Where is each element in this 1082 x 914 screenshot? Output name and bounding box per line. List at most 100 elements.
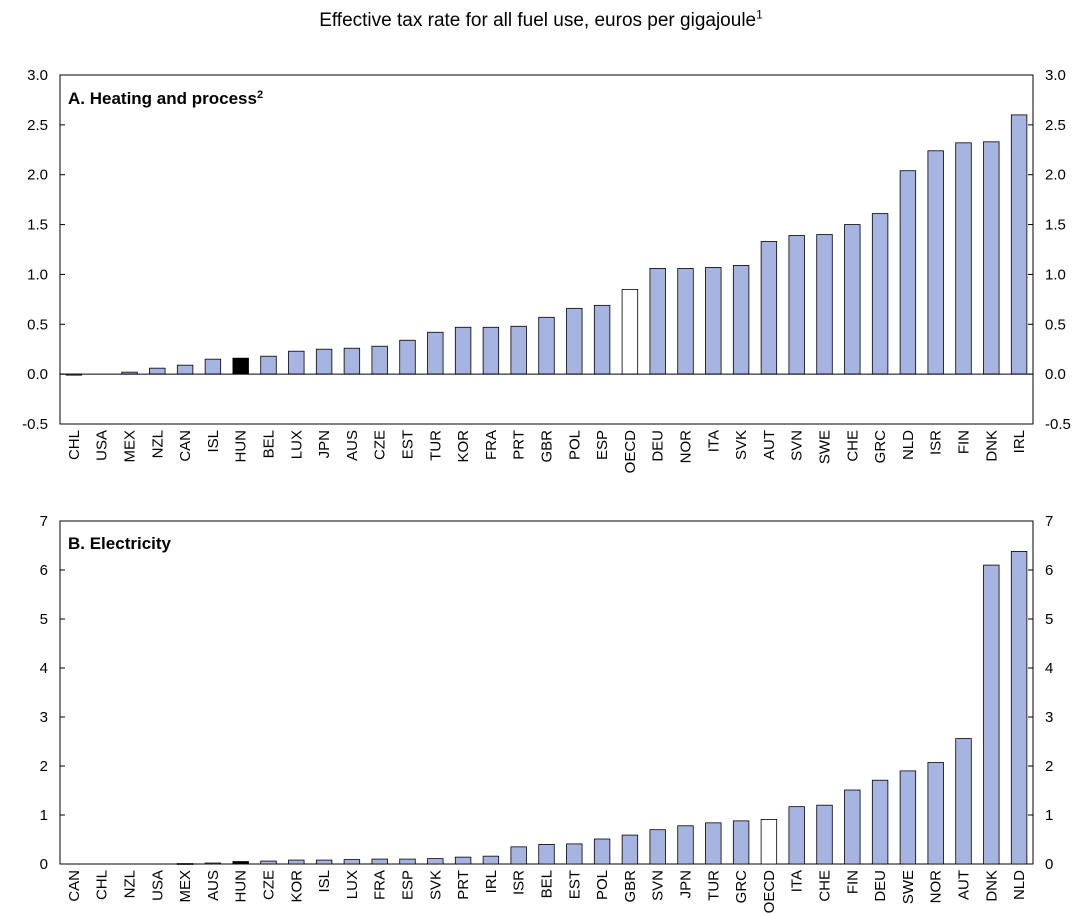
panel-b-category-label-bel: BEL — [539, 870, 556, 898]
panel-b-ytick-label-right: 5 — [1045, 611, 1053, 628]
panel-a-bar-bel — [260, 355, 277, 375]
panel-b-ytick-label-left: 5 — [40, 611, 48, 628]
panel-a-category-label-ita: ITA — [705, 430, 722, 452]
panel-a-bar-jpn — [315, 348, 333, 375]
panel-b-ytick-label-left: 7 — [40, 513, 48, 530]
figure-title-text: Effective tax rate for all fuel use, eur… — [319, 10, 757, 31]
panel-a-category-label-bel: BEL — [261, 430, 278, 458]
panel-b-bar-grc — [732, 820, 750, 865]
panel-a-category-label-mex: MEX — [122, 430, 139, 463]
panel-b-ytick-label-right: 2 — [1045, 758, 1053, 775]
panel-a-bar-can — [176, 364, 194, 375]
panel-a-ytick-label-right: 0.0 — [1045, 366, 1066, 383]
panel-b-category-label-grc: GRC — [733, 870, 750, 904]
panel-a-ytick-label-right: 0.5 — [1045, 316, 1066, 333]
panel-a-category-label-kor: KOR — [455, 430, 472, 463]
panel-a-category-label-can: CAN — [177, 430, 194, 462]
panel-b-ytick-label-left: 2 — [40, 758, 48, 775]
panel-a-bar-est — [399, 339, 416, 375]
panel-a-category-label-hun: HUN — [233, 430, 250, 463]
panel-b-category-label-che: CHE — [817, 870, 834, 902]
panel-b-ytick-label-right: 4 — [1045, 660, 1053, 677]
panel-b-ytick-label-left: 4 — [40, 660, 48, 677]
panel-b-ytick-label-left: 3 — [40, 709, 48, 726]
panel-b-category-label-isl: ISL — [316, 870, 333, 893]
panel-a-ytick-label-right: 1.5 — [1045, 217, 1066, 234]
panel-b-ytick-label-right: 3 — [1045, 709, 1053, 726]
panel-a-category-label-svn: SVN — [789, 430, 806, 461]
figure-title: Effective tax rate for all fuel use, eur… — [0, 7, 1082, 32]
panel-a-ytick-label-right: 2.0 — [1045, 167, 1066, 184]
panel-a-bar-kor — [454, 326, 472, 375]
panel-b-bar-gbr — [621, 834, 639, 865]
panel-b-bar-tur — [705, 822, 722, 865]
panel-a-ytick-label-left: -0.5 — [22, 416, 48, 433]
panel-a-category-label-est: EST — [400, 430, 417, 459]
panel-b-bar-cze — [260, 860, 277, 865]
panel-b-bar-che — [816, 804, 833, 865]
panel-a-bar-svn — [788, 235, 805, 375]
panel-a-category-label-pol: POL — [566, 430, 583, 460]
panel-a-category-label-swe: SWE — [817, 430, 834, 464]
panel-a-category-label-isr: ISR — [928, 430, 945, 455]
panel-a-bar-grc — [871, 213, 889, 375]
panel-a-bar-aus — [343, 347, 361, 375]
panel-b-bar-irl — [482, 855, 500, 865]
panel-b-bar-oecd — [760, 819, 778, 865]
panel-a-category-label-gbr: GBR — [539, 430, 556, 463]
panel-b-category-label-nld: NLD — [1011, 870, 1028, 900]
panel-a-category-label-aus: AUS — [344, 430, 361, 461]
panel-b-category-label-deu: DEU — [872, 870, 889, 902]
panel-b-bar-deu — [871, 779, 889, 865]
panel-a-bar-nzl — [149, 367, 166, 375]
panel-b-ytick-label-right: 1 — [1045, 807, 1053, 824]
panel-a-title-footnote: 2 — [257, 89, 263, 101]
figure-title-footnote: 1 — [756, 7, 763, 22]
panel-b-category-label-lux: LUX — [344, 870, 361, 899]
panel-a-category-label-deu: DEU — [650, 430, 667, 462]
panel-b-category-label-tur: TUR — [705, 870, 722, 901]
panel-a-ytick-label-left: 3.0 — [27, 67, 48, 84]
panel-b-bar-fin — [844, 789, 861, 865]
panel-b-bar-jpn — [677, 825, 694, 865]
panel-b-category-label-aus: AUS — [205, 870, 222, 901]
panel-a-ytick-label-left: 0.0 — [27, 366, 48, 383]
panel-a-bar-isl — [204, 358, 222, 375]
panel-a-category-label-nor: NOR — [678, 430, 695, 464]
panel-b-category-label-fin: FIN — [844, 870, 861, 894]
panel-a-bar-aut — [760, 241, 778, 375]
panel-a-category-label-esp: ESP — [594, 430, 611, 460]
panel-b-category-label-dnk: DNK — [983, 870, 1000, 902]
panel-b-category-label-jpn: JPN — [678, 870, 695, 898]
panel-a-bar-nor — [677, 268, 694, 375]
panel-a-ytick-label-left: 2.5 — [27, 117, 48, 134]
panel-a-category-label-cze: CZE — [372, 430, 389, 460]
panel-b-bar-isr — [510, 846, 527, 865]
panel-b-category-label-svn: SVN — [650, 870, 667, 901]
panel-a-bar-deu — [649, 268, 666, 375]
panel-b-bar-svn — [649, 829, 666, 865]
panel-a-ytick-label-right: -0.5 — [1045, 416, 1071, 433]
panel-a-category-label-dnk: DNK — [983, 430, 1000, 462]
panel-a-category-label-grc: GRC — [872, 430, 889, 464]
panel-b-category-label-ita: ITA — [789, 870, 806, 892]
panel-a-ytick-label-left: 1.5 — [27, 217, 48, 234]
panel-a-category-label-isl: ISL — [205, 430, 222, 453]
panel-b-category-label-gbr: GBR — [622, 870, 639, 903]
panel-b-ytick-label-left: 1 — [40, 807, 48, 824]
panel-a-title: A. Heating and process2 — [68, 89, 263, 108]
panel-a-category-label-fra: FRA — [483, 430, 500, 460]
panel-b-category-label-hun: HUN — [233, 870, 250, 903]
panel-a-frame — [59, 74, 1034, 425]
panel-a-bar-nld — [899, 170, 917, 375]
panel-a-category-label-fin: FIN — [956, 430, 973, 454]
panel-a-category-label-chl: CHL — [66, 430, 83, 460]
panel-a-category-label-usa: USA — [94, 430, 111, 461]
panel-b-bar-est — [566, 843, 583, 865]
panel-b-category-label-usa: USA — [149, 870, 166, 901]
panel-a-bar-pol — [566, 307, 583, 375]
panel-a-bar-fra — [482, 326, 500, 375]
panel-a-bar-che — [844, 224, 861, 375]
panel-b-bar-svk — [427, 858, 444, 865]
